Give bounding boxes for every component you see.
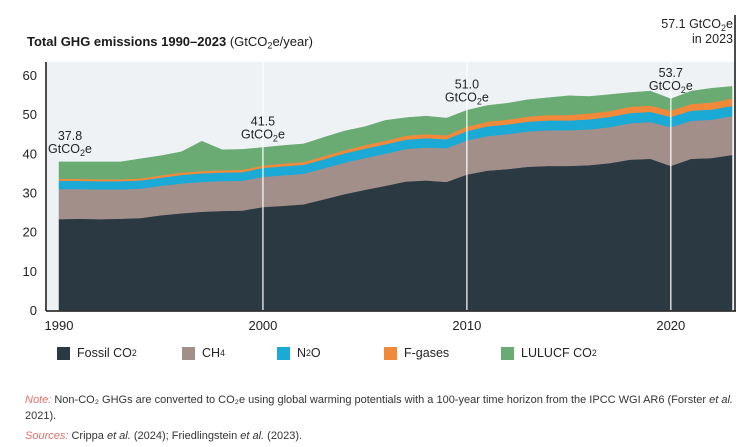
note-tail: 2021). xyxy=(25,410,57,422)
title-unit-post: e/year) xyxy=(272,34,313,49)
annotation-value-2020: 53.7 xyxy=(659,66,683,80)
title-unit: (GtCO2e/year) xyxy=(226,34,313,51)
legend-swatch xyxy=(501,346,514,360)
legend-label: Fossil CO xyxy=(77,346,132,360)
x-tick-label: 1990 xyxy=(45,318,74,333)
legend-item-ch4: CH 4 xyxy=(182,346,277,360)
y-tick-label: 60 xyxy=(23,68,37,83)
legend-swatch xyxy=(182,346,195,360)
legend-label: N xyxy=(297,346,307,360)
legend-label-post: O xyxy=(310,346,321,360)
legend-label: CH xyxy=(202,346,221,360)
annotation-unit-2000: GtCO2e xyxy=(241,127,285,143)
sources-part: (2023). xyxy=(264,430,303,442)
y-tick-label: 0 xyxy=(30,303,37,318)
y-tick-label: 40 xyxy=(23,146,37,161)
legend-swatch xyxy=(57,346,70,360)
x-tick-label: 2020 xyxy=(656,318,685,333)
note-etal: et al. xyxy=(709,394,733,406)
legend-swatch xyxy=(277,346,290,360)
legend-label: F-gases xyxy=(404,346,450,360)
annotation-2023-label: in 2023 xyxy=(692,32,733,46)
note-label: Note: xyxy=(25,394,52,406)
y-tick-label: 20 xyxy=(23,225,37,240)
x-tick-label: 2010 xyxy=(452,318,481,333)
x-tick-label: 2000 xyxy=(248,318,277,333)
y-tick-label: 30 xyxy=(23,186,37,201)
note-body: Non-CO₂ GHGs are converted to CO₂e using… xyxy=(51,394,710,406)
sources-etal: et al. xyxy=(240,430,265,442)
annotation-value-2000: 41.5 xyxy=(251,114,275,128)
sources-text: Sources: Crippa et al. (2024); Friedling… xyxy=(25,428,745,444)
chart-title: Total GHG emissions 1990–2023 (GtCO2e/ye… xyxy=(27,34,313,51)
annotation-value-2010: 51.0 xyxy=(455,77,479,91)
note-text: Note: Non-CO₂ GHGs are converted to CO₂e… xyxy=(25,392,745,424)
annotation-unit-1990: GtCO2e xyxy=(48,142,92,158)
legend-item-f-gases: F-gases xyxy=(384,346,501,360)
sources-label: Sources: xyxy=(25,430,69,442)
legend-label: LULUCF CO xyxy=(521,346,592,360)
annotation-unit-2020: GtCO2e xyxy=(649,79,693,95)
title-unit-sub: 2 xyxy=(267,40,273,51)
y-tick-label: 10 xyxy=(23,264,37,279)
title-text: Total GHG emissions 1990–2023 xyxy=(27,34,227,49)
sources-part: (2024); Friedlingstein xyxy=(130,430,241,442)
legend-swatch xyxy=(384,346,397,360)
annotation-value-1990: 37.8 xyxy=(58,129,82,143)
y-tick-label: 50 xyxy=(23,107,37,122)
area-lulucf-co2 xyxy=(58,86,733,180)
annotation-2023-value: 57.1 GtCO2e xyxy=(661,17,733,33)
sources-etal: et al. xyxy=(106,430,131,442)
title-unit-pre: (GtCO xyxy=(226,34,268,49)
legend-item-lulucf-co2: LULUCF CO 2 xyxy=(501,346,597,360)
legend-item-fossil-co2: Fossil CO 2 xyxy=(57,346,182,360)
sources-part: Crippa xyxy=(68,430,107,442)
annotation-unit-2010: GtCO2e xyxy=(445,90,489,106)
